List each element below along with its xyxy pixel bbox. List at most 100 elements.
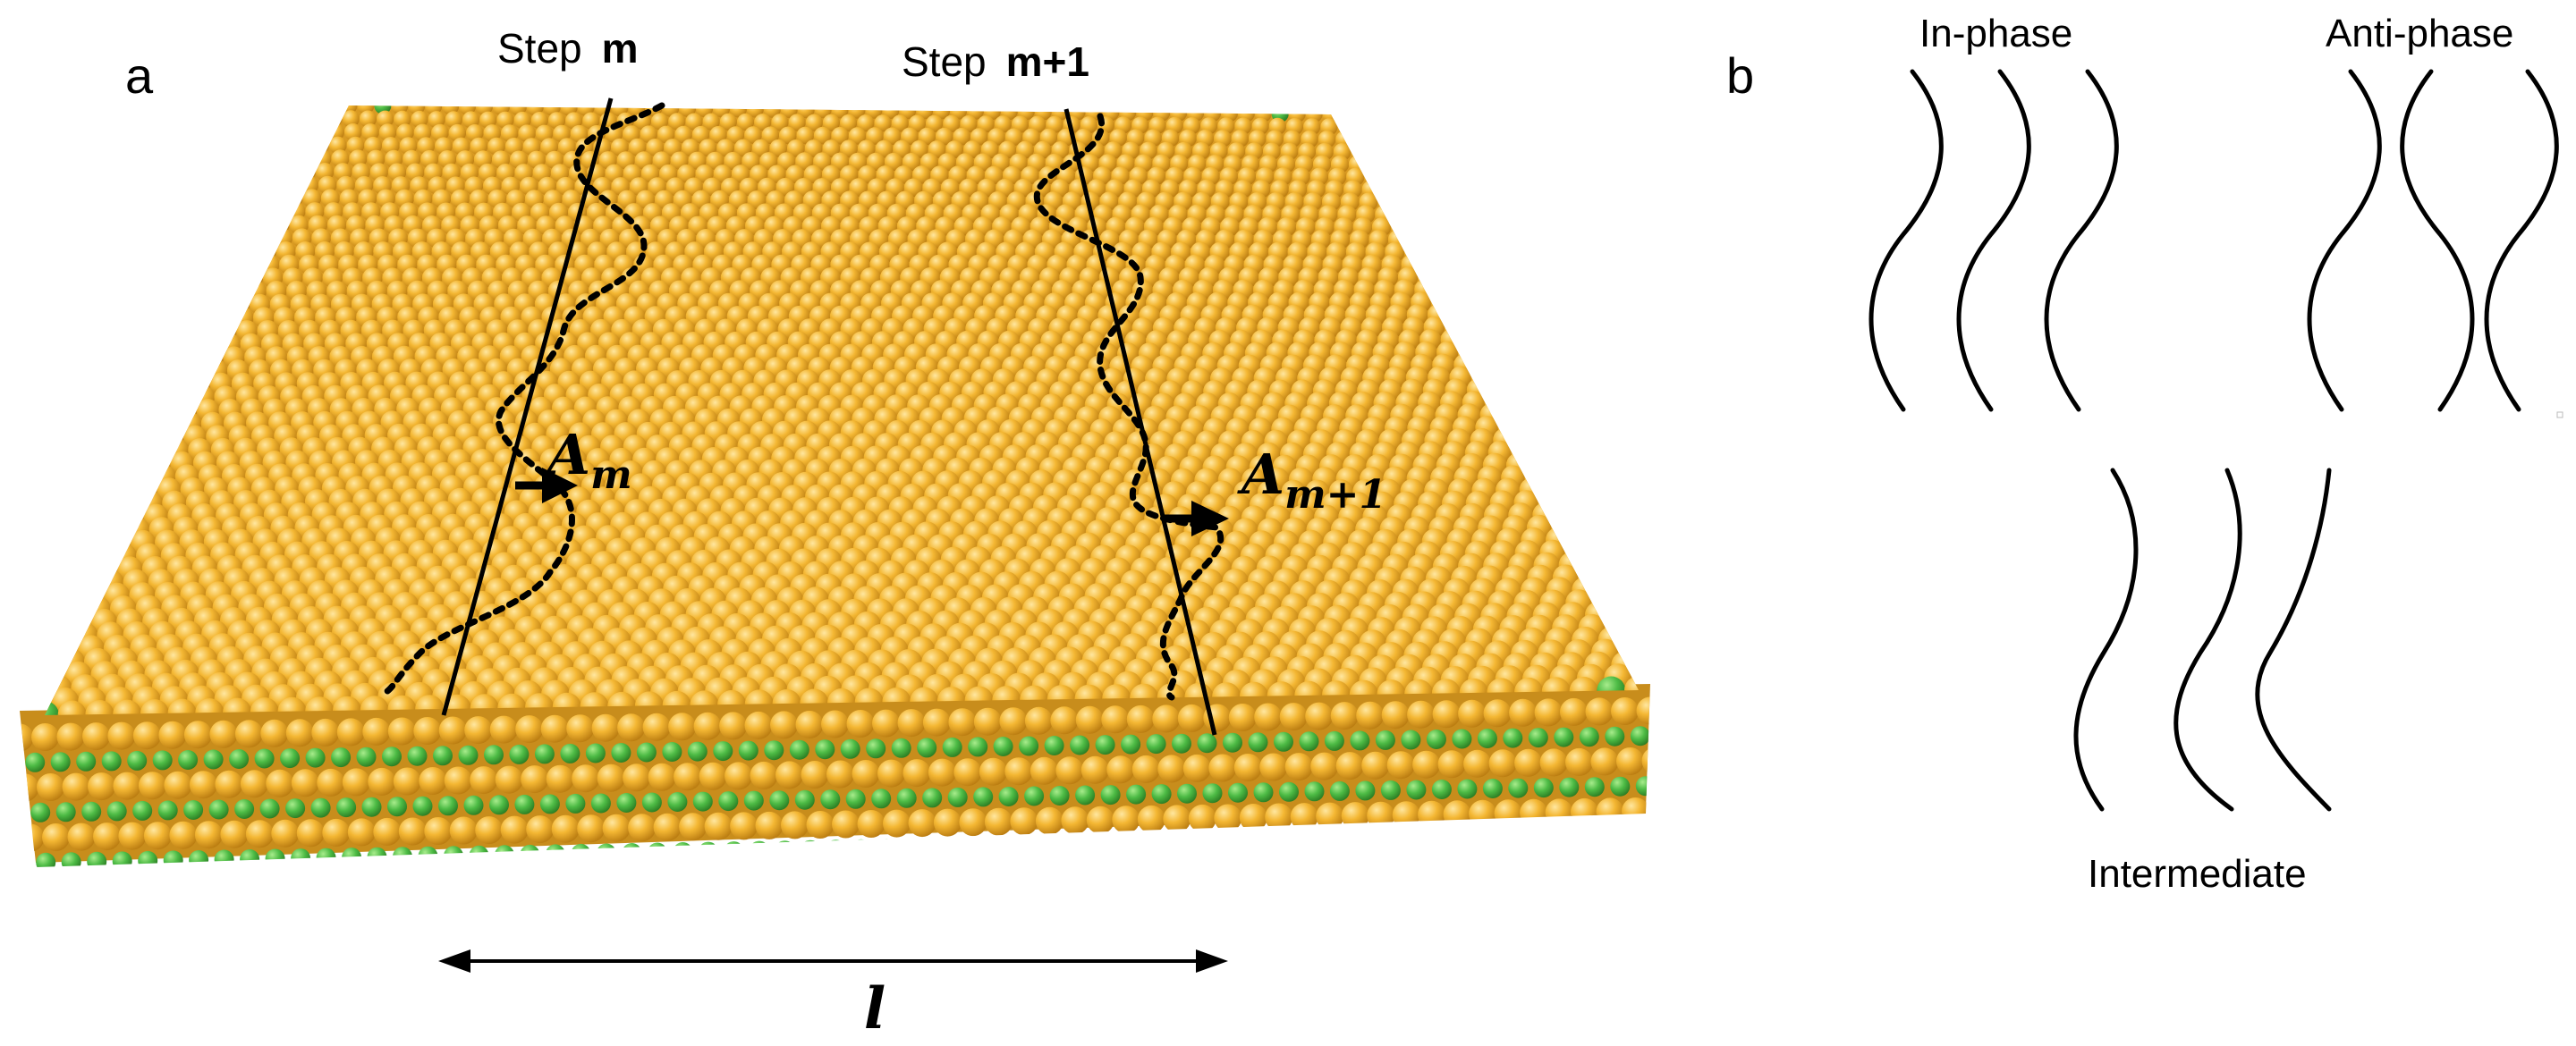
edge-atom — [628, 814, 657, 842]
edge-atom — [1375, 730, 1395, 750]
edge-atom — [514, 794, 535, 814]
edge-atom — [539, 794, 560, 814]
edge-atom — [1666, 826, 1686, 846]
edge-atom — [648, 763, 676, 791]
edge-atom — [138, 850, 158, 867]
edge-atom — [521, 765, 549, 794]
atom — [883, 127, 902, 146]
edge-atom — [789, 739, 809, 760]
atom — [874, 114, 892, 132]
edge-atom — [942, 737, 962, 757]
edge-atom — [871, 789, 892, 809]
atom — [867, 152, 886, 171]
edge-atom — [1487, 829, 1508, 848]
edge-atom — [616, 793, 637, 813]
edge-atom — [118, 822, 147, 850]
atom — [211, 307, 233, 329]
edge-atom — [636, 742, 657, 763]
atom — [198, 333, 220, 355]
surface-atoms — [45, 105, 1639, 715]
atom — [462, 111, 480, 129]
atom — [357, 105, 375, 114]
edge-atom — [30, 802, 51, 822]
atom — [849, 152, 868, 171]
edge-atom — [1121, 734, 1141, 755]
edge-atom — [933, 808, 962, 837]
atom — [761, 126, 780, 145]
edge-atom — [1350, 730, 1370, 751]
edge-atom — [1157, 755, 1186, 783]
atom — [858, 165, 877, 184]
atom — [57, 700, 87, 715]
atom — [45, 675, 46, 704]
atom — [359, 110, 377, 128]
edge-atom — [1070, 735, 1090, 755]
edge-atom — [1316, 802, 1344, 831]
edge-atom — [1101, 705, 1130, 734]
atom — [908, 114, 926, 132]
edge-atom — [1335, 752, 1364, 780]
edge-atom — [158, 721, 187, 749]
edge-atom — [1513, 828, 1534, 848]
edge-atom — [1412, 750, 1441, 779]
edge-atom — [489, 715, 518, 744]
edge-atom — [1360, 831, 1381, 851]
atom — [323, 105, 341, 114]
amplitude-m1-label: Am+1 — [1237, 442, 1386, 518]
edge-atom — [1223, 732, 1242, 753]
edge-atom — [597, 763, 625, 792]
edge-atom — [526, 815, 555, 844]
edge-atom — [50, 752, 71, 772]
edge-atom — [1385, 830, 1406, 850]
atom — [394, 110, 411, 128]
atom — [361, 123, 379, 141]
anti-phase-label: Anti-phase — [2326, 12, 2513, 55]
atom — [45, 648, 59, 677]
edge-atom — [922, 708, 951, 737]
edge-atom — [713, 741, 733, 762]
atom — [582, 112, 600, 130]
edge-atom — [1630, 726, 1650, 747]
edge-atom — [1024, 786, 1045, 806]
edge-atom — [622, 843, 642, 863]
edge-atom — [719, 712, 748, 740]
atom — [866, 127, 884, 145]
edge-atom — [1605, 726, 1625, 747]
edge-atom — [1418, 800, 1446, 829]
atom — [804, 139, 823, 157]
edge-atom — [1554, 727, 1574, 747]
edge-atom — [55, 802, 76, 822]
edge-atom — [993, 737, 1013, 756]
edge-atom — [641, 792, 662, 813]
atom — [875, 139, 894, 158]
edge-atom — [566, 714, 595, 743]
edge-atom — [973, 707, 1002, 736]
anti-phase-curves — [2307, 69, 2559, 412]
step-distance-arrow — [438, 949, 1228, 973]
edge-atom — [623, 763, 651, 792]
step-m-arrowhead — [542, 468, 578, 503]
atom — [831, 152, 850, 171]
edge-atom — [1584, 777, 1605, 797]
edge-atom — [20, 723, 34, 752]
edge-atom — [724, 841, 744, 862]
edge-atom — [322, 818, 351, 847]
edge-atom — [470, 766, 498, 795]
edge-atom — [20, 823, 45, 852]
edge-atom — [1146, 734, 1166, 755]
edge-atom — [373, 817, 402, 846]
edge-atom — [1055, 756, 1084, 785]
edge-atom — [979, 757, 1007, 786]
edge-atom — [291, 848, 311, 867]
edge-atom — [699, 762, 727, 790]
edge-atom — [1538, 828, 1559, 848]
edge-atom — [1437, 750, 1466, 779]
atom — [840, 139, 858, 158]
edge-atom — [1585, 697, 1614, 726]
atom — [281, 175, 301, 195]
edge-atom — [852, 760, 880, 788]
edge-atom — [500, 815, 529, 844]
edge-atom — [361, 797, 382, 817]
edge-atom — [1152, 704, 1181, 733]
edge-atom — [444, 766, 472, 795]
